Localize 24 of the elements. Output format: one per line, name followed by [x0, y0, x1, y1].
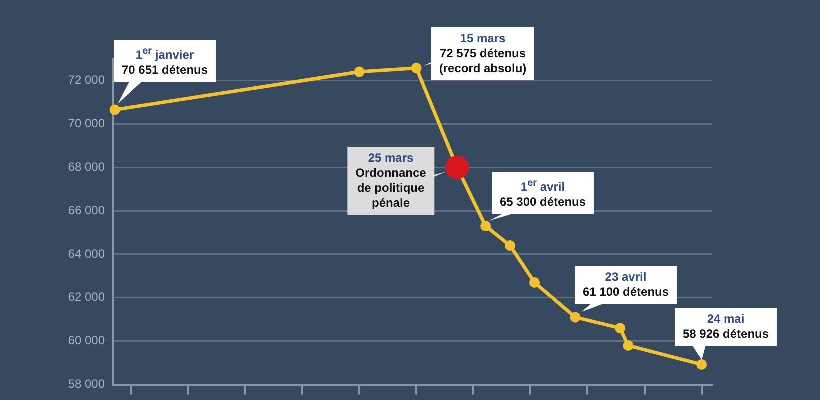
y-tick-label: 62 000	[68, 290, 106, 304]
y-tick-label: 64 000	[68, 246, 106, 261]
y-tick-label: 68 000	[68, 160, 106, 174]
point	[570, 312, 581, 323]
annotation: 1$^{er}$ avril 65 300 détenus	[500, 177, 586, 210]
y-tick-label: 66 000	[68, 203, 106, 218]
y-tick-label: 60 000	[68, 334, 106, 348]
y-tick-label: 72 000	[68, 73, 106, 88]
point	[529, 277, 540, 288]
annotation: 25 mars Ordonnance de politique pénale	[356, 151, 426, 211]
annotation: 15 mars 72 575 détenus (record absolu)	[439, 32, 527, 76]
annotation: 23 avril 61 100 détenus	[582, 270, 670, 300]
point	[480, 220, 492, 232]
point	[411, 62, 422, 74]
y-tick-label: 58 000	[68, 377, 106, 392]
point	[505, 240, 516, 252]
annotation: 1$^{er}$ janvier 70 651 détenus	[122, 45, 208, 78]
point	[110, 104, 120, 116]
annotation: 24 mai 58 926 détenus	[682, 312, 770, 342]
point	[354, 66, 365, 78]
point	[615, 323, 626, 334]
point	[623, 340, 634, 351]
y-tick-label: 70 000	[68, 116, 106, 130]
point	[696, 359, 708, 370]
